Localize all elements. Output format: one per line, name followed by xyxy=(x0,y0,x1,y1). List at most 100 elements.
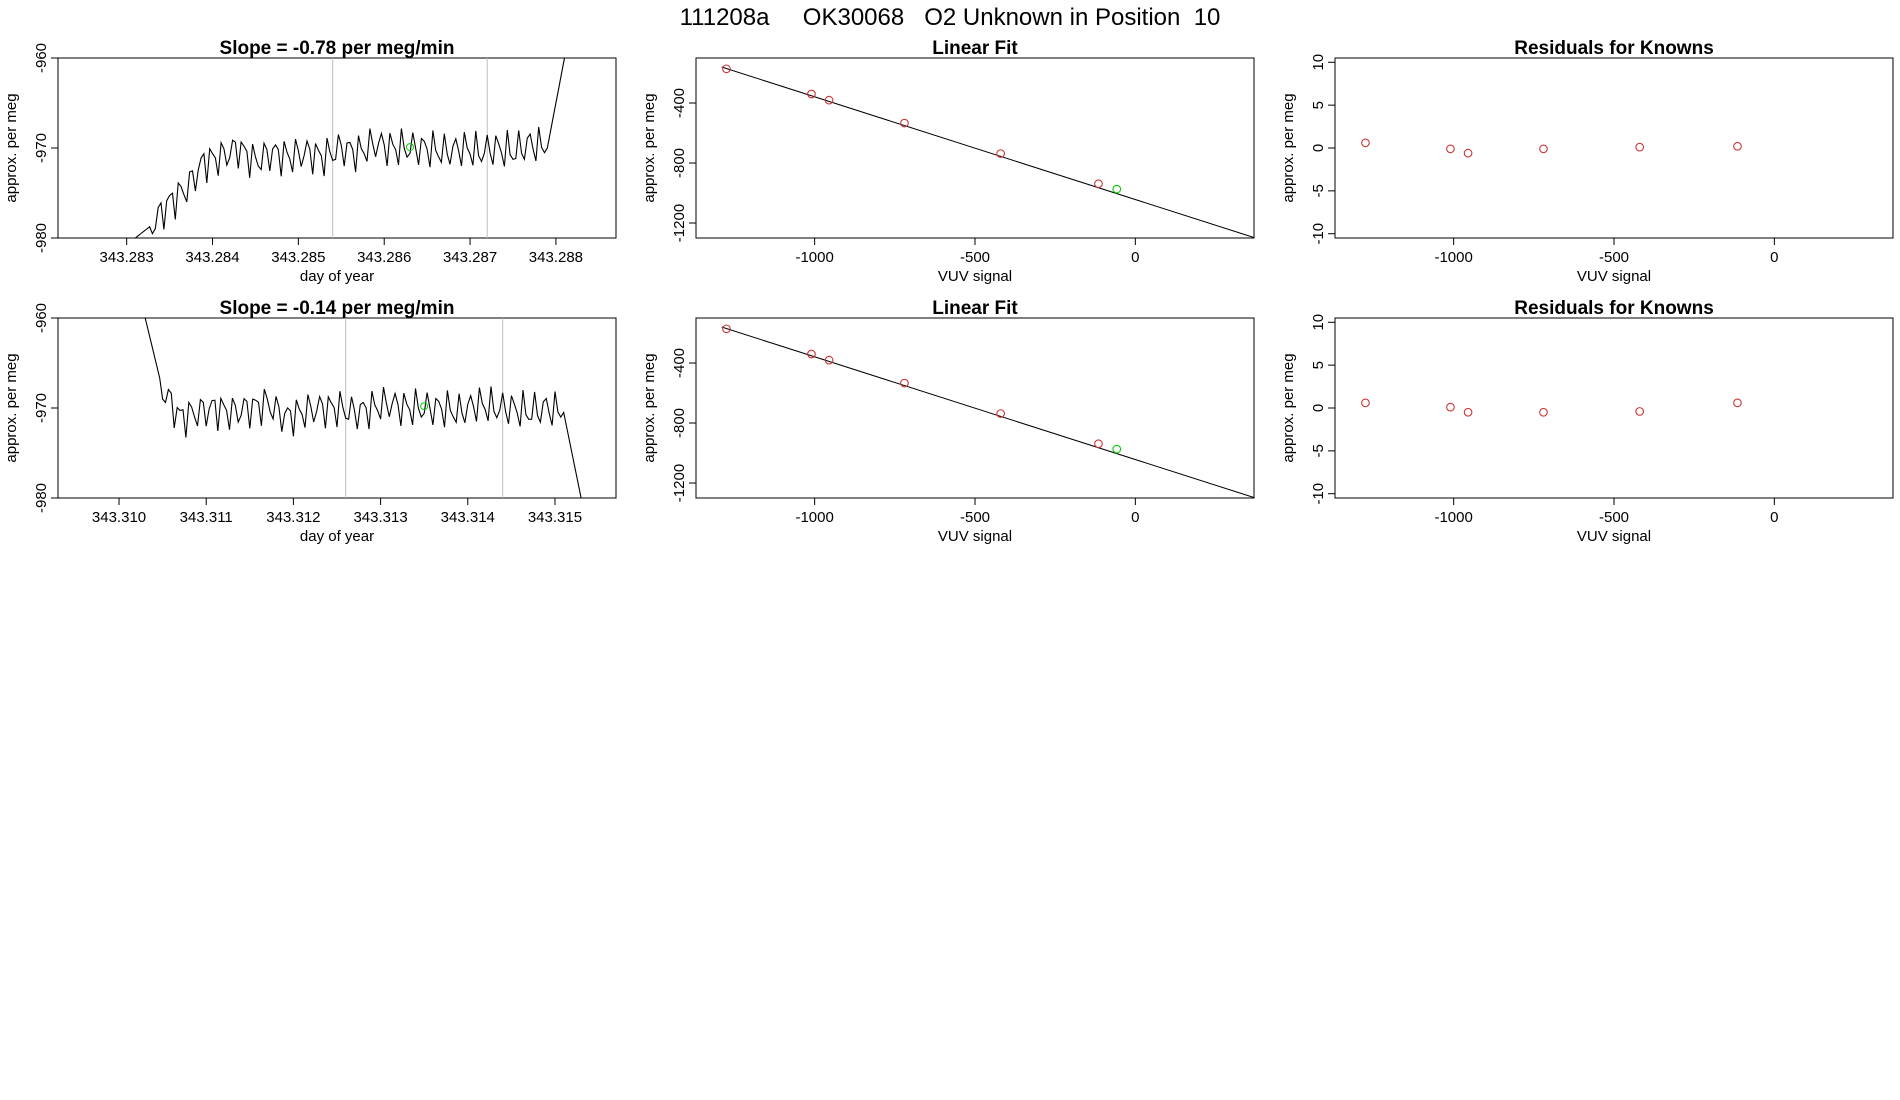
fit-line xyxy=(721,66,1254,238)
y-axis-label: approx. per meg xyxy=(3,353,20,462)
x-tick-label: -1000 xyxy=(1434,509,1472,526)
known-point xyxy=(1094,179,1103,189)
y-tick-label: 5 xyxy=(1310,361,1327,369)
known-point xyxy=(996,409,1006,418)
x-tick-label: 0 xyxy=(1770,509,1778,526)
known-point xyxy=(1361,138,1370,148)
x-tick-label: 343.288 xyxy=(529,249,583,266)
chart-panel-6: Residuals for Knowns -1000 -500 0 10 5 0 -5 -10 V… xyxy=(1280,298,1894,545)
x-tick-label: -500 xyxy=(960,509,990,526)
x-tick-label: 0 xyxy=(1770,249,1778,266)
known-point xyxy=(1446,402,1455,412)
known-point xyxy=(1733,398,1742,408)
fit-line xyxy=(721,326,1254,498)
y-tick-label: -1200 xyxy=(671,464,688,502)
y-tick-label: 10 xyxy=(1310,314,1327,331)
y-tick-label: -980 xyxy=(33,483,50,513)
known-point xyxy=(824,355,834,365)
y-tick-label: -10 xyxy=(1310,483,1327,505)
plot-frame xyxy=(57,317,617,499)
x-tick-label: -500 xyxy=(960,249,990,266)
chart-title: Slope = -0.78 per meg/min xyxy=(220,38,455,59)
chart-panel-2: Linear Fit -1000 -500 0 -400 -800 -1200 VUV sig… xyxy=(641,38,1255,285)
known-point xyxy=(807,349,816,359)
y-tick-label: -980 xyxy=(33,223,50,253)
y-axis-label: approx. per meg xyxy=(641,93,658,202)
known-point xyxy=(722,324,731,334)
x-tick-label: 343.284 xyxy=(185,249,239,266)
y-tick-label: -970 xyxy=(33,133,50,163)
known-point xyxy=(1094,439,1103,449)
known-point xyxy=(1635,142,1645,152)
x-axis-label: day of year xyxy=(300,528,374,545)
y-axis-label: approx. per meg xyxy=(1280,93,1297,202)
x-tick-label: -1000 xyxy=(795,509,833,526)
known-point xyxy=(996,149,1006,158)
plot-frame xyxy=(1334,317,1894,499)
chart-title: Residuals for Knowns xyxy=(1514,38,1714,59)
x-axis-label: VUV signal xyxy=(938,268,1012,285)
y-tick-label: -400 xyxy=(671,88,688,118)
chart-panel-5: Linear Fit -1000 -500 0 -400 -800 -1200 VUV sig… xyxy=(641,298,1255,545)
known-point xyxy=(807,89,816,99)
figure-title: 111208a OK30068 O2 Unknown in Position 1… xyxy=(680,4,1221,31)
known-point xyxy=(1463,407,1473,417)
y-axis-label: approx. per meg xyxy=(1280,353,1297,462)
known-point xyxy=(1463,148,1473,158)
x-tick-label: 343.287 xyxy=(443,249,497,266)
plot-area xyxy=(1361,138,1742,158)
chart-panel-4: Slope = -0.14 per meg/min 343.310 343.311 3… xyxy=(3,298,617,545)
y-tick-label: -1200 xyxy=(671,204,688,242)
x-tick-label: -1000 xyxy=(795,249,833,266)
y-tick-label: -960 xyxy=(33,303,50,333)
known-point xyxy=(900,378,909,388)
unknown-point xyxy=(405,143,414,152)
x-tick-label: 343.286 xyxy=(357,249,411,266)
y-tick-label: 5 xyxy=(1310,101,1327,109)
y-tick-label: -5 xyxy=(1310,184,1327,197)
y-tick-label: -5 xyxy=(1310,444,1327,457)
chart-title: Linear Fit xyxy=(932,38,1018,59)
known-point xyxy=(1361,398,1370,408)
unknown-point xyxy=(420,402,429,411)
known-point xyxy=(1635,407,1645,416)
y-tick-label: 0 xyxy=(1310,404,1327,412)
y-tick-label: -400 xyxy=(671,348,688,378)
chart-title: Residuals for Knowns xyxy=(1514,298,1714,319)
plot-area xyxy=(144,318,582,498)
x-tick-label: -500 xyxy=(1599,249,1629,266)
x-tick-label: 343.312 xyxy=(266,509,320,526)
known-point xyxy=(900,118,909,128)
x-tick-label: 343.313 xyxy=(353,509,407,526)
chart-title: Linear Fit xyxy=(932,298,1018,319)
chart-panel-1: Slope = -0.78 per meg/min 343.283 343.284 3… xyxy=(3,38,617,285)
y-tick-label: -970 xyxy=(33,393,50,423)
x-tick-label: 343.283 xyxy=(100,249,154,266)
series-line xyxy=(144,318,582,498)
y-tick-label: -800 xyxy=(671,408,688,438)
y-tick-label: -800 xyxy=(671,148,688,178)
y-axis-label: approx. per meg xyxy=(641,353,658,462)
known-point xyxy=(1539,407,1548,417)
series-line xyxy=(134,58,566,238)
unknown-point xyxy=(1112,184,1122,194)
known-point xyxy=(722,64,731,74)
known-point xyxy=(824,95,834,105)
x-tick-label: 343.285 xyxy=(271,249,325,266)
unknown-point xyxy=(1112,444,1122,454)
y-axis-label: approx. per meg xyxy=(3,93,20,202)
x-tick-label: 343.311 xyxy=(180,509,233,526)
known-point xyxy=(1733,141,1742,151)
y-tick-label: 10 xyxy=(1310,54,1327,71)
plot-area xyxy=(134,58,566,238)
x-tick-label: -500 xyxy=(1599,509,1629,526)
plot-frame xyxy=(1334,57,1894,239)
plot-area xyxy=(721,324,1254,498)
plot-area xyxy=(1361,398,1742,417)
x-axis-label: VUV signal xyxy=(938,528,1012,545)
known-point xyxy=(1446,144,1455,154)
known-point xyxy=(1539,144,1548,154)
x-axis-label: VUV signal xyxy=(1577,528,1651,545)
y-tick-label: -960 xyxy=(33,43,50,73)
